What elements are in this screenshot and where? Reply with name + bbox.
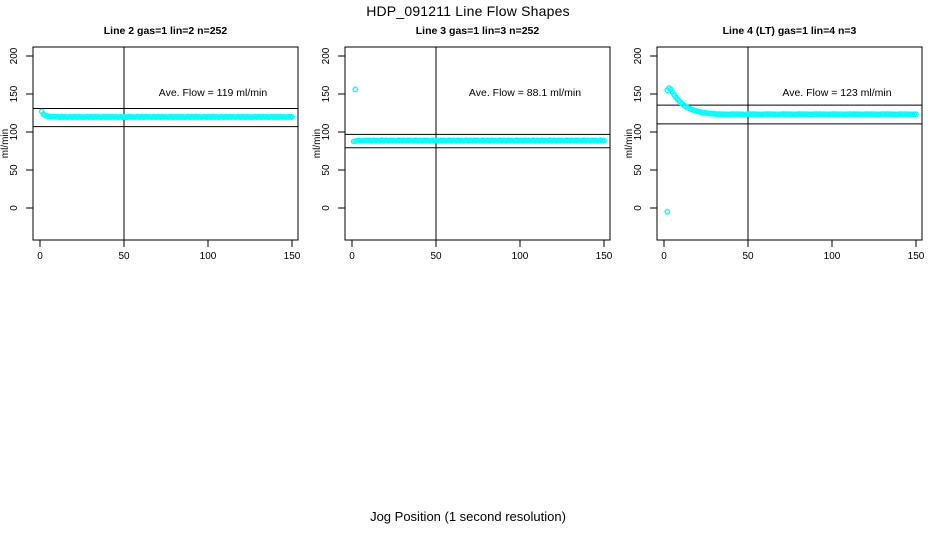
y-tick-label: 150 (321, 85, 332, 102)
plot-border (32, 46, 299, 241)
plot-border (656, 46, 923, 241)
panel-line-3: Line 3 gas=1 lin=3 n=252 0 50 100 150 0 50 100 1… (312, 20, 624, 270)
chart-panels-row: Line 2 gas=1 lin=2 n=252 0 50 100 150 0 50 100 1… (0, 20, 936, 270)
x-tick-label: 150 (596, 251, 613, 262)
y-tick-label: 0 (633, 205, 644, 211)
x-axis-label: Jog Position (1 second resolution) (370, 509, 566, 524)
ave-flow-annotation: Ave. Flow = 119 ml/min (159, 87, 268, 99)
panel-title: Line 2 gas=1 lin=2 n=252 (104, 25, 228, 37)
y-tick-label: 200 (633, 47, 644, 64)
y-tick-label: 0 (9, 205, 20, 211)
data-points (350, 86, 607, 145)
panel-title: Line 4 (LT) gas=1 lin=4 n=3 (723, 25, 857, 37)
y-axis-title: ml/min (312, 129, 323, 158)
chart-line-3: Line 3 gas=1 lin=3 n=252 0 50 100 150 0 50 100 1… (312, 25, 613, 262)
y-tick-label: 150 (9, 85, 20, 102)
x-tick-label: 0 (349, 251, 355, 262)
figure-title: HDP_091211 Line Flow Shapes (366, 3, 570, 19)
x-tick-label: 50 (118, 251, 130, 262)
ave-flow-annotation: Ave. Flow = 123 ml/min (782, 87, 891, 99)
y-tick-label: 50 (633, 164, 644, 176)
x-tick-label: 150 (284, 251, 301, 262)
outlier-point (664, 208, 671, 215)
x-tick-label: 50 (742, 251, 754, 262)
y-tick-label: 100 (633, 123, 644, 140)
y-axis-title: ml/min (624, 129, 635, 158)
x-tick-label: 100 (200, 251, 217, 262)
y-tick-label: 150 (633, 85, 644, 102)
y-tick-label: 50 (9, 164, 20, 176)
y-tick-label: 100 (321, 123, 332, 140)
panel-title: Line 3 gas=1 lin=3 n=252 (416, 25, 540, 37)
data-point (601, 137, 607, 144)
chart-line-2: Line 2 gas=1 lin=2 n=252 0 50 100 150 0 50 100 1… (0, 25, 301, 262)
ave-flow-annotation: Ave. Flow = 88.1 ml/min (469, 87, 581, 99)
data-point (913, 111, 919, 118)
x-tick-label: 100 (824, 251, 841, 262)
x-tick-label: 100 (512, 251, 529, 262)
data-points (38, 108, 295, 121)
outlier-point (352, 86, 359, 93)
panel-line-4: Line 4 (LT) gas=1 lin=4 n=3 0 50 100 150 0 50 1… (624, 20, 936, 270)
x-tick-label: 0 (661, 251, 667, 262)
y-tick-label: 200 (9, 47, 20, 64)
plot-border (344, 46, 611, 241)
x-tick-label: 50 (430, 251, 442, 262)
chart-line-4: Line 4 (LT) gas=1 lin=4 n=3 0 50 100 150 0 50 1… (624, 25, 925, 262)
y-tick-label: 200 (321, 47, 332, 64)
y-tick-label: 0 (321, 205, 332, 211)
y-tick-label: 100 (9, 123, 20, 140)
y-tick-label: 50 (321, 164, 332, 176)
x-tick-label: 150 (908, 251, 925, 262)
panel-line-2: Line 2 gas=1 lin=2 n=252 0 50 100 150 0 50 100 1… (0, 20, 312, 270)
data-point (289, 114, 295, 120)
data-points (664, 85, 919, 215)
y-axis-title: ml/min (0, 129, 11, 158)
x-tick-label: 0 (37, 251, 43, 262)
